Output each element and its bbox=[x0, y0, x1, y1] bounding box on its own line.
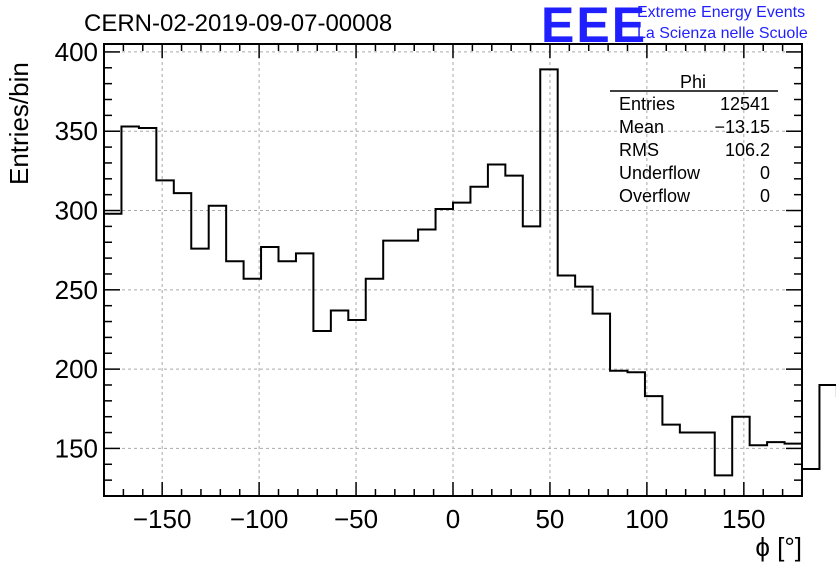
histogram-bin bbox=[523, 226, 540, 496]
histogram-bin bbox=[453, 203, 470, 496]
y-tick-label: 300 bbox=[55, 196, 98, 226]
stats-value-mean: −13.15 bbox=[714, 117, 770, 137]
y-tick-label: 200 bbox=[55, 354, 98, 384]
histogram-bin bbox=[418, 230, 435, 496]
stats-label-rms: RMS bbox=[619, 140, 659, 160]
chart-title: CERN-02-2019-09-07-00008 bbox=[84, 10, 393, 37]
histogram-bin bbox=[680, 433, 697, 496]
stats-value-entries: 12541 bbox=[719, 94, 770, 114]
y-tick-label: 250 bbox=[55, 275, 98, 305]
histogram-bin bbox=[785, 444, 802, 496]
stats-label-mean: Mean bbox=[619, 117, 665, 137]
x-tick-label: 50 bbox=[535, 504, 564, 534]
histogram-bin bbox=[261, 247, 278, 496]
eee-logo: EEE bbox=[541, 0, 648, 53]
histogram-bin bbox=[244, 279, 261, 496]
logo-line-1: Extreme Energy Events bbox=[637, 4, 806, 21]
x-tick-label: 100 bbox=[625, 504, 668, 534]
x-tick-label: −150 bbox=[133, 504, 192, 534]
histogram-bin bbox=[540, 69, 557, 496]
stats-label-overflow: Overflow bbox=[619, 186, 691, 206]
axis-ticks bbox=[103, 44, 803, 496]
histogram-bin bbox=[191, 249, 208, 496]
histogram-series bbox=[104, 68, 836, 496]
stats-label-underflow: Underflow bbox=[619, 163, 701, 183]
histogram-bin bbox=[645, 396, 662, 496]
stats-title: Phi bbox=[680, 72, 707, 92]
stats-value-overflow: 0 bbox=[759, 186, 770, 206]
histogram-bin bbox=[313, 331, 330, 496]
histogram-bin bbox=[226, 261, 243, 496]
x-tick-label: 150 bbox=[722, 504, 765, 534]
y-tick-label: 400 bbox=[55, 37, 98, 67]
histogram-bin bbox=[296, 253, 313, 496]
histogram-bin bbox=[697, 433, 714, 496]
histogram-bin bbox=[436, 209, 453, 496]
histogram-bin bbox=[209, 206, 226, 496]
histogram-bin bbox=[593, 314, 610, 496]
x-tick-label: −50 bbox=[334, 504, 378, 534]
x-tick-label: 0 bbox=[446, 504, 460, 534]
histogram-bin bbox=[575, 287, 592, 496]
logo-line-2: La Scienza nelle Scuole bbox=[637, 25, 808, 42]
histogram-bin bbox=[750, 445, 767, 496]
histogram-bin bbox=[331, 310, 348, 496]
histogram-bin bbox=[558, 276, 575, 496]
x-tick-label: −100 bbox=[230, 504, 289, 534]
histogram-bin bbox=[802, 469, 819, 496]
y-tick-label: 350 bbox=[55, 116, 98, 146]
y-axis-label: Entries/bin bbox=[4, 62, 34, 185]
stats-value-underflow: 0 bbox=[759, 163, 770, 183]
y-tick-label: 150 bbox=[55, 433, 98, 463]
histogram-bin bbox=[401, 241, 418, 496]
histogram-bin bbox=[139, 128, 156, 496]
histogram-bin bbox=[628, 372, 645, 496]
histogram-step-line bbox=[104, 68, 836, 477]
histogram-bin bbox=[505, 176, 522, 496]
histogram-bin bbox=[121, 126, 138, 496]
histogram-bin bbox=[366, 279, 383, 496]
tick-labels: −150 −100 −50 0 50 100 150 150 200 250 300 350 400 bbox=[55, 37, 766, 534]
histogram-bin bbox=[383, 241, 400, 496]
histogram-bin bbox=[662, 425, 679, 496]
histogram-bin bbox=[715, 475, 732, 496]
histogram-bin bbox=[279, 261, 296, 496]
histogram-bin bbox=[348, 320, 365, 496]
histogram-bin bbox=[174, 193, 191, 496]
histogram-bin bbox=[610, 371, 627, 496]
histogram-bin bbox=[470, 187, 487, 496]
histogram-bin bbox=[104, 214, 121, 496]
stats-value-rms: 106.2 bbox=[724, 140, 770, 160]
stats-label-entries: Entries bbox=[619, 94, 676, 114]
x-axis-label: ϕ [°] bbox=[755, 532, 802, 562]
histogram-bin bbox=[819, 385, 836, 496]
histogram-bin bbox=[732, 417, 749, 496]
histogram-bin bbox=[156, 180, 173, 496]
histogram-bin bbox=[488, 165, 505, 496]
histogram-bin bbox=[767, 442, 784, 496]
